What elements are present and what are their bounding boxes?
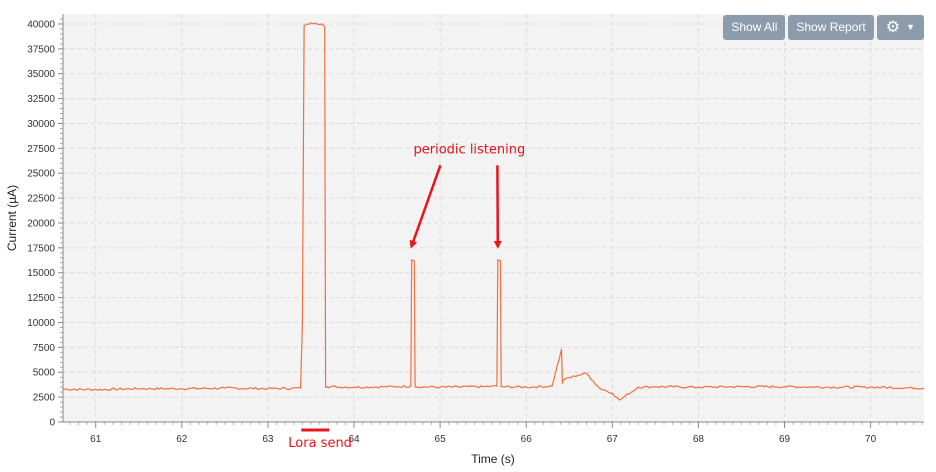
y-tick-label: 15000 [27, 268, 55, 279]
chart-toolbar: Show All Show Report ⚙ ▼ [723, 15, 924, 40]
x-axis: 61 62 63 64 65 66 67 68 69 70 [63, 421, 924, 445]
annotation-periodic-listening: periodic listening [414, 142, 526, 157]
show-report-button[interactable]: Show Report [788, 15, 874, 40]
gear-icon: ⚙ [885, 19, 901, 36]
y-axis-title: Current (µA) [5, 185, 19, 251]
settings-menu-button[interactable]: ⚙ ▼ [876, 15, 924, 40]
annotations: periodic listening Lora send [288, 142, 525, 451]
x-tick-label: 64 [348, 434, 360, 445]
x-tick-label: 67 [607, 434, 619, 445]
x-tick-label: 70 [865, 434, 877, 445]
y-tick-label: 22500 [27, 194, 55, 205]
y-tick-label: 25000 [27, 169, 55, 180]
y-tick-label: 27500 [27, 144, 55, 155]
y-tick-label: 5000 [33, 368, 56, 379]
y-tick-label: 30000 [27, 119, 55, 130]
x-tick-label: 65 [435, 434, 447, 445]
x-tick-label: 69 [779, 434, 791, 445]
y-tick-label: 32500 [27, 94, 55, 105]
annotation-arrow [409, 164, 442, 249]
x-axis-title: Time (s) [471, 452, 515, 466]
x-tick-label: 68 [693, 434, 705, 445]
y-tick-label: 7500 [33, 343, 56, 354]
y-axis: 0 2500 5000 7500 10000 12500 15000 17500 20000 22… [27, 14, 64, 429]
x-tick-label: 61 [90, 434, 102, 445]
y-tick-label: 20000 [27, 218, 55, 229]
x-tick-label: 62 [176, 434, 188, 445]
x-tick-label: 63 [262, 434, 274, 445]
y-tick-label: 12500 [27, 293, 55, 304]
grid [63, 14, 924, 423]
y-tick-label: 35000 [27, 69, 55, 80]
y-tick-label: 17500 [27, 243, 55, 254]
show-all-button[interactable]: Show All [723, 15, 786, 40]
y-tick-label: 10000 [27, 318, 55, 329]
x-tick-label: 66 [521, 434, 533, 445]
y-tick-label: 0 [49, 418, 55, 429]
caret-down-icon: ▼ [906, 22, 915, 32]
series-line [63, 22, 925, 401]
y-tick-label: 2500 [33, 393, 56, 404]
y-tick-label: 40000 [27, 19, 55, 30]
annotation-lora-send: Lora send [288, 436, 352, 451]
y-tick-label: 37500 [27, 44, 55, 55]
plot-background [63, 14, 924, 422]
